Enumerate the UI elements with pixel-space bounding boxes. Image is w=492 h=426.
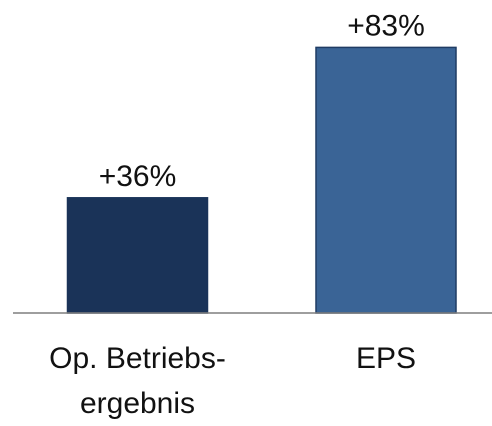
x-tick-label: Op. Betriebs- ergebnis (49, 342, 226, 420)
value-label: +36% (99, 160, 177, 193)
bar (315, 46, 457, 314)
x-tick-label: EPS (355, 342, 417, 375)
value-label: +83% (347, 9, 425, 42)
bar (66, 197, 209, 314)
